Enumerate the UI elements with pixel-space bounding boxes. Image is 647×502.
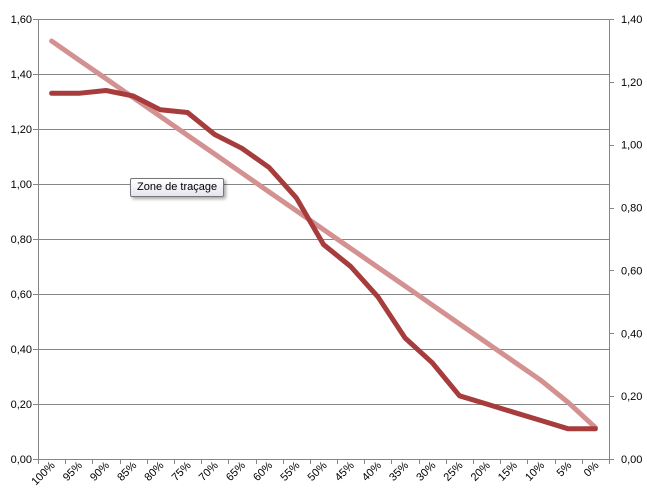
right-tick-label: 0,40 xyxy=(621,328,642,340)
left-tick-label: 0,80 xyxy=(11,234,32,246)
left-tick-label: 1,00 xyxy=(11,179,32,191)
left-tick-label: 1,60 xyxy=(11,14,32,26)
plot-area[interactable] xyxy=(49,38,598,432)
axes xyxy=(33,19,614,464)
gridlines xyxy=(38,19,609,460)
left-tick-label: 0,20 xyxy=(11,399,32,411)
right-tick-label: 1,20 xyxy=(621,77,642,89)
right-tick-label: 1,40 xyxy=(621,14,642,26)
left-tick-label: 0,40 xyxy=(11,344,32,356)
left-tick-label: 1,40 xyxy=(11,69,32,81)
right-tick-label: 1,00 xyxy=(621,140,642,152)
right-tick-label: 0,80 xyxy=(621,203,642,215)
left-tick-label: 0,60 xyxy=(11,289,32,301)
left-tick-label: 1,20 xyxy=(11,124,32,136)
right-tick-label: 0,60 xyxy=(621,265,642,277)
left-axis-ticks: 0,00 0,20 0,40 0,60 0,80 1,00 1,20 1,40 1,60 xyxy=(11,14,32,466)
right-tick-label: 0,00 xyxy=(621,454,642,466)
right-axis-ticks: 0,00 0,20 0,40 0,60 0,80 1,00 1,20 1,40 xyxy=(621,14,642,466)
right-tick-label: 0,20 xyxy=(621,391,642,403)
left-tick-label: 0,00 xyxy=(11,454,32,466)
plot-area-tooltip: Zone de traçage xyxy=(130,178,225,197)
